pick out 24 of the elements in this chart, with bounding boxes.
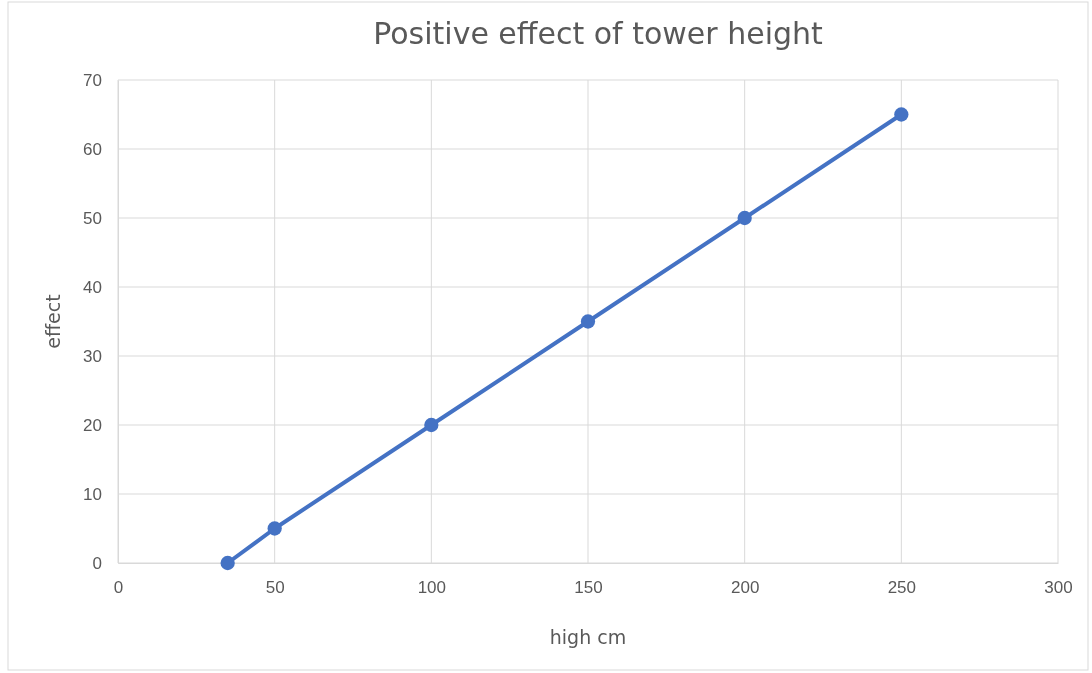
point [894,107,909,122]
x-tick-label: 250 [887,578,917,598]
y-tick-label: 50 [83,208,102,228]
x-tick-label: 200 [730,578,760,598]
x-tick-label: 100 [417,578,447,598]
y-tick-label: 60 [83,139,102,159]
point [424,417,439,433]
y-tick-label: 10 [83,484,102,504]
x-tick-label: 300 [1044,578,1073,598]
y-tick-label: 0 [92,553,102,573]
y-tick-label: 20 [83,415,102,435]
point [580,314,596,329]
chart-title: Positive effect of tower height [373,16,824,51]
x-tick-label: 150 [574,578,603,598]
point [737,210,752,226]
x-tick-label: 0 [113,578,124,598]
y-tick-label: 30 [83,346,102,366]
point [267,521,282,536]
y-tick-label: 40 [83,277,102,297]
y-tick-label: 70 [83,70,102,90]
y-axis-title: effect [42,294,64,349]
point [220,555,235,571]
x-axis-title: high cm [549,626,627,648]
x-tick-label: 50 [265,578,285,598]
